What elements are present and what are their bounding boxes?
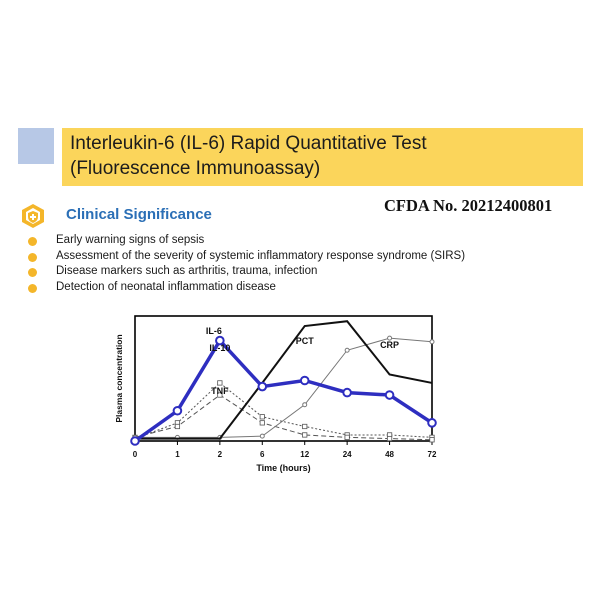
cfda-number: CFDA No. 20212400801 <box>384 196 553 215</box>
data-point-il-6 <box>384 390 395 400</box>
x-tick-label: 0 <box>133 450 138 459</box>
list-item: Assessment of the severity of systemic i… <box>28 250 465 266</box>
list-item: Disease markers such as arthritis, traum… <box>28 265 465 281</box>
series-line-pct <box>135 320 433 440</box>
x-tick-label: 12 <box>300 450 309 459</box>
series-line-crp <box>135 337 433 438</box>
data-point-il-6 <box>130 436 140 446</box>
data-point-tnf <box>217 392 223 398</box>
data-point-il-10 <box>302 423 308 430</box>
data-point-tnf <box>344 434 350 440</box>
series-label-crp: CRP <box>380 340 399 350</box>
data-point-il-6 <box>342 387 352 398</box>
data-point-crp <box>387 335 393 341</box>
x-tick-label: 1 <box>175 450 180 459</box>
section-heading: Clinical Significance <box>66 206 212 223</box>
data-point-il-10 <box>259 414 265 420</box>
series-line-il-6 <box>133 337 433 443</box>
series-label-tnf: TNF <box>211 386 229 396</box>
series-label-il-10: IL-10 <box>209 343 230 353</box>
series-label-pct: PCT <box>296 336 315 346</box>
data-point-il-6 <box>427 418 437 428</box>
x-tick-label: 2 <box>218 450 223 459</box>
data-point-crp <box>302 402 308 408</box>
data-point-crp <box>344 347 350 353</box>
x-tick-label: 72 <box>428 450 437 459</box>
bullet-dot <box>28 283 37 293</box>
data-point-crp <box>259 433 265 439</box>
series-line-tnf <box>134 394 433 441</box>
bullet-text: Early warning signs of sepsis <box>56 234 205 246</box>
bullet-dot <box>28 237 37 246</box>
plot-frame <box>134 315 433 442</box>
bullet-dot <box>28 252 37 262</box>
x-tick-label: 6 <box>260 450 265 459</box>
accent-square <box>18 128 54 164</box>
data-point-il-6 <box>257 381 268 392</box>
data-point-il-6 <box>299 375 310 386</box>
data-point-il-6 <box>172 405 183 416</box>
data-point-il-10 <box>217 380 223 386</box>
data-point-il-6 <box>215 335 225 346</box>
data-point-tnf <box>386 435 393 442</box>
x-tick-label: 48 <box>385 450 394 459</box>
list-item: Detection of neonatal inflammation disea… <box>28 281 465 297</box>
bullet-dot <box>28 268 37 277</box>
x-axis-label: Time (hours) <box>256 463 310 473</box>
title-banner: Interleukin-6 (IL-6) Rapid Quantitative … <box>62 128 583 186</box>
y-axis-label: Plasma concentration <box>114 334 124 422</box>
data-point-crp <box>429 339 435 345</box>
data-point-tnf <box>429 437 435 443</box>
title-line-1: Interleukin-6 (IL-6) Rapid Quantitative … <box>70 133 427 154</box>
list-item: Early warning signs of sepsis <box>28 234 465 250</box>
data-point-tnf <box>259 420 265 426</box>
bullet-text: Detection of neonatal inflammation disea… <box>56 280 276 293</box>
data-point-tnf <box>174 423 181 430</box>
title-line-2: (Fluorescence Immunoassay) <box>70 158 321 179</box>
bullet-text: Disease markers such as arthritis, traum… <box>56 265 318 277</box>
x-tick-label: 24 <box>343 450 352 459</box>
shield-badge-icon <box>20 203 46 229</box>
data-point-tnf <box>302 432 308 438</box>
bullet-text: Assessment of the severity of systemic i… <box>56 249 466 262</box>
series-label-il-6: IL-6 <box>206 326 222 336</box>
bullet-list: Early warning signs of sepsis Assessment… <box>28 234 465 296</box>
